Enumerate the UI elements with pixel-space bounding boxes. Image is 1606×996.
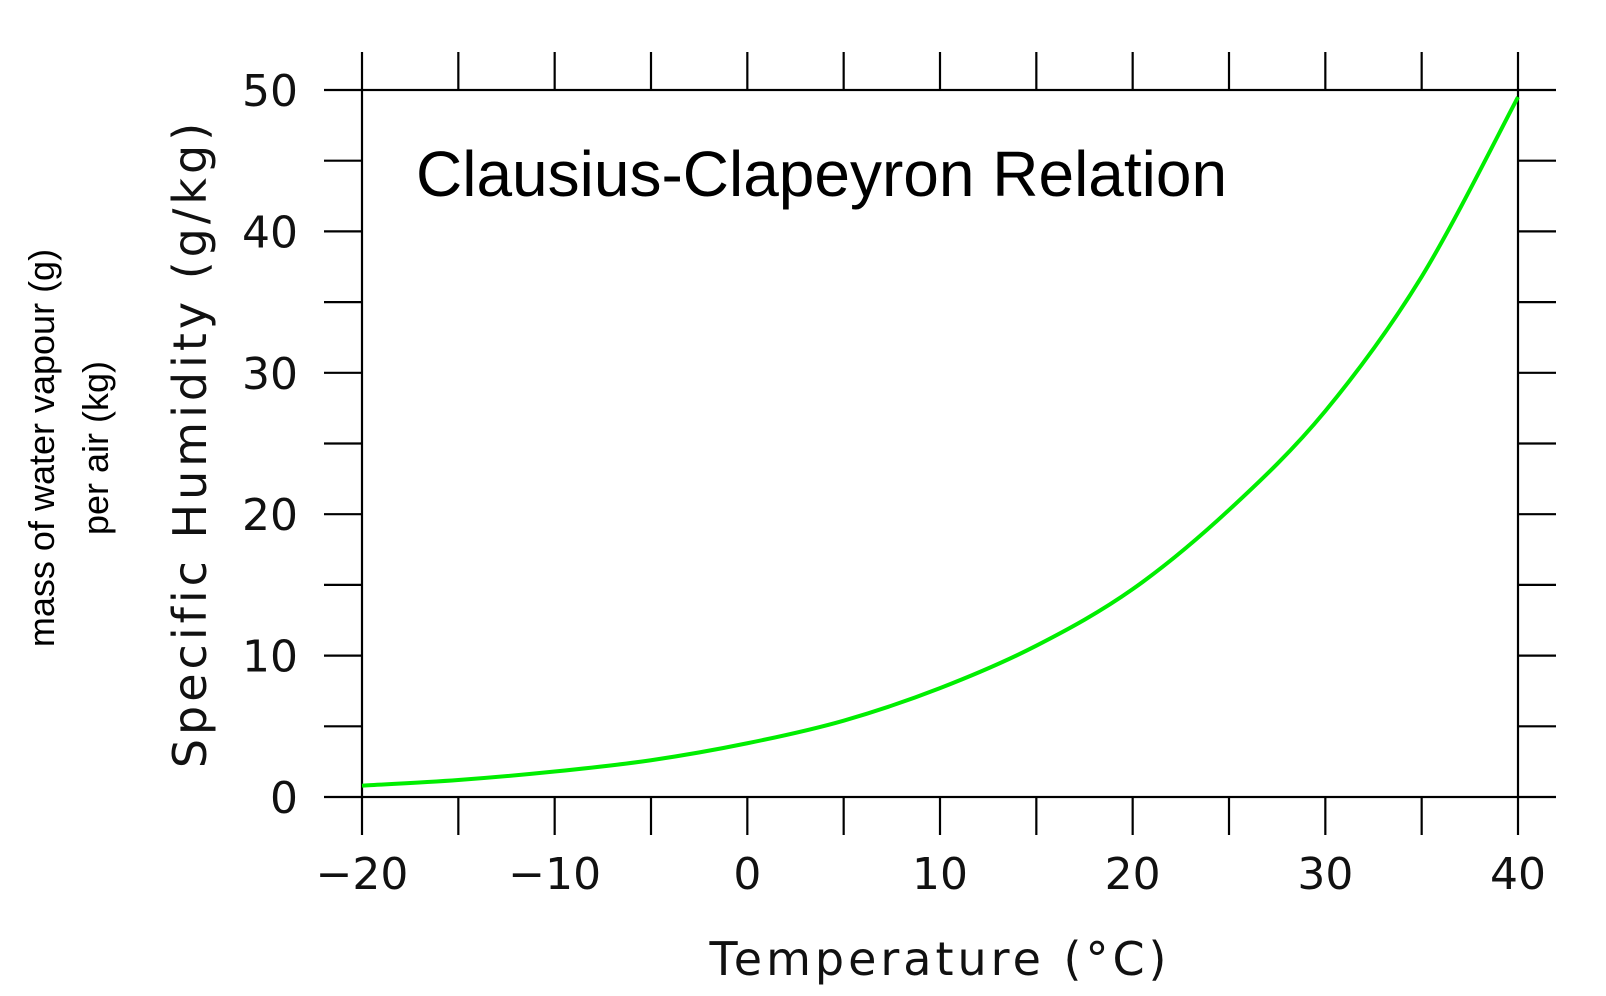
x-axis-title: Temperature (°C) <box>708 932 1170 986</box>
y-tick-labels: 0 10 20 30 40 50 <box>242 66 298 824</box>
x-tick-label: −10 <box>508 849 601 900</box>
y-axis-title: Specific Humidity (g/kg) <box>163 119 217 768</box>
series-line <box>361 96 1520 788</box>
x-tick-labels: −20 −10 0 10 20 30 40 <box>316 849 1546 900</box>
side-note-line-1: mass of water vapour (g) <box>21 249 62 647</box>
x-tick-label: 20 <box>1105 849 1161 900</box>
x-tick-label: 40 <box>1490 849 1546 900</box>
x-tick-label: 30 <box>1297 849 1353 900</box>
axis-ticks <box>324 52 1556 835</box>
x-tick-label: 0 <box>733 849 761 900</box>
y-tick-label: 20 <box>242 490 298 541</box>
x-tick-label: 10 <box>912 849 968 900</box>
x-tick-label: −20 <box>316 849 409 900</box>
y-tick-label: 10 <box>242 632 298 683</box>
y-tick-label: 30 <box>242 349 298 400</box>
y-tick-label: 40 <box>242 207 298 258</box>
side-note-line-2: per air (kg) <box>75 361 116 535</box>
series-lines <box>361 96 1520 788</box>
y-tick-label: 0 <box>270 773 298 824</box>
y-tick-label: 50 <box>242 66 298 117</box>
chart-annotation: Clausius-Clapeyron Relation <box>416 138 1227 210</box>
